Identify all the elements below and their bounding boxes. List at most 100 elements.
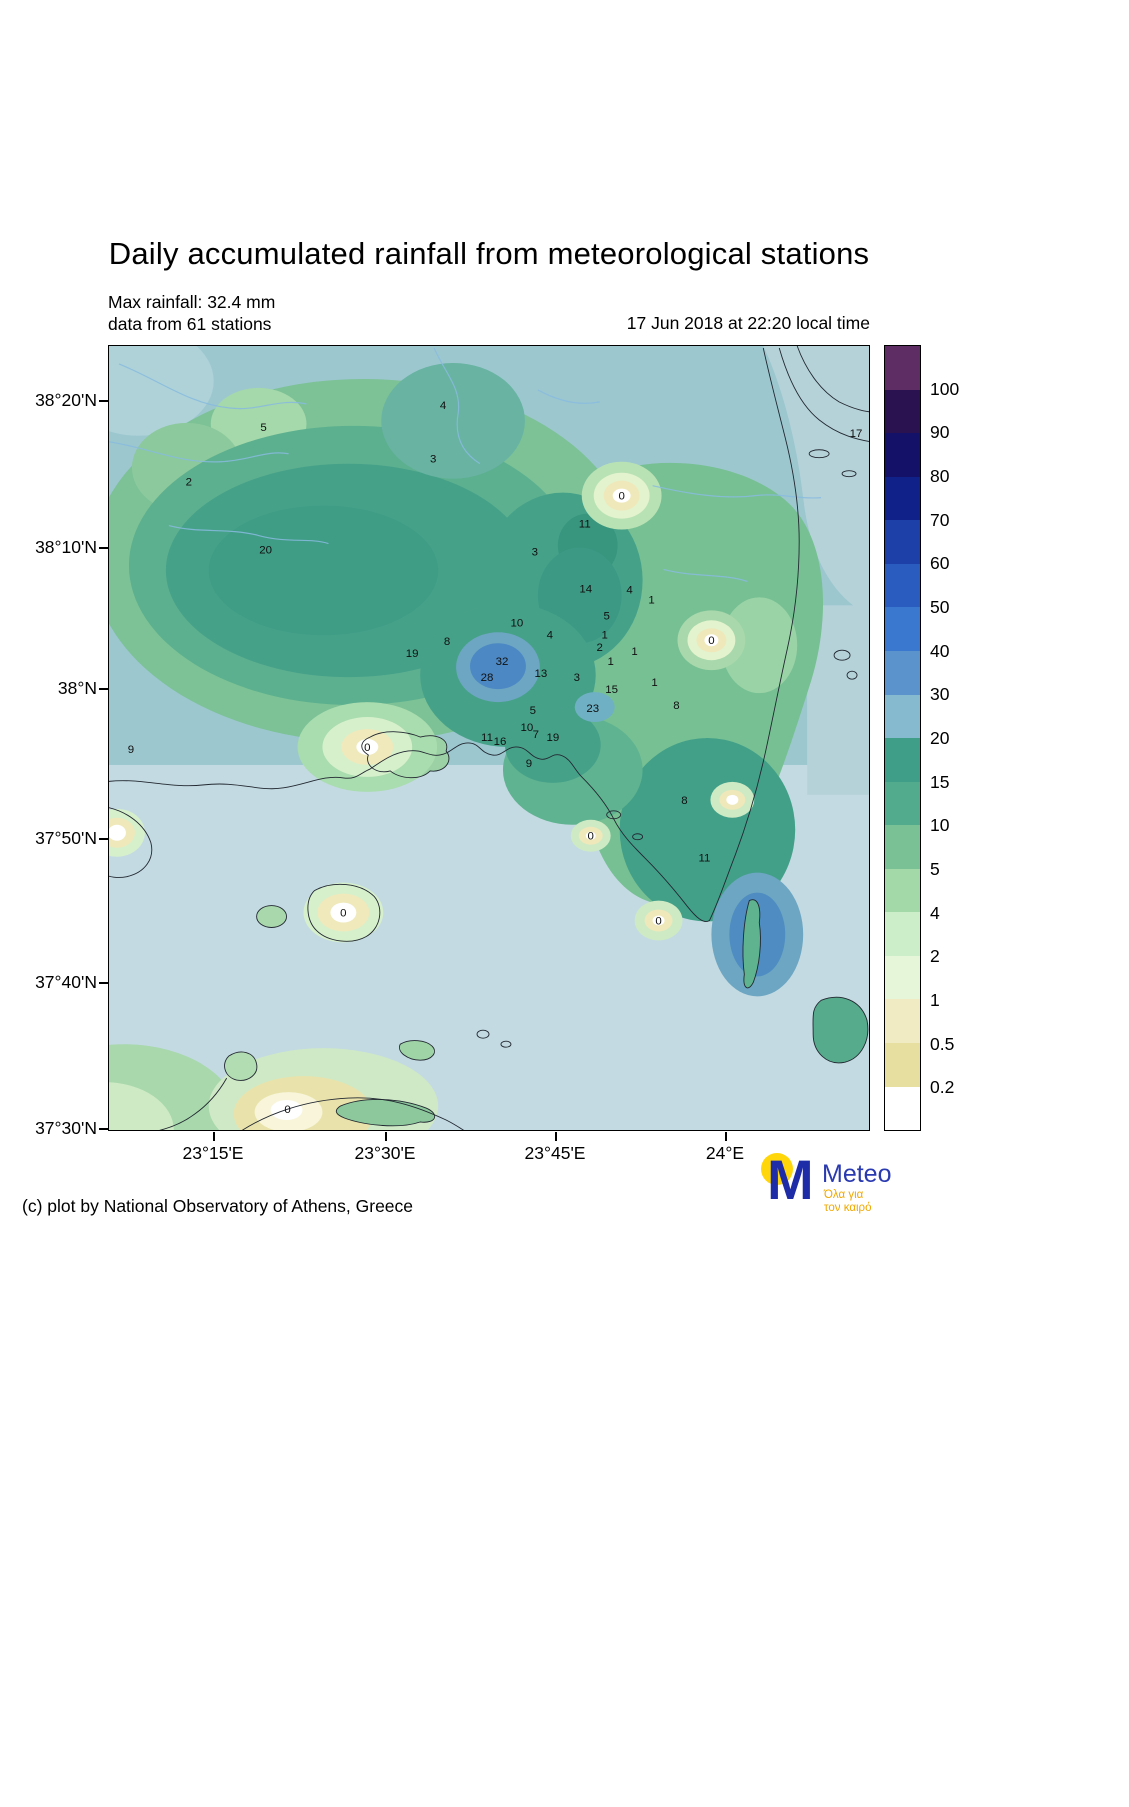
station-rainfall-value: 4 (626, 584, 633, 596)
station-rainfall-value: 8 (444, 636, 450, 648)
latitude-tick-mark (99, 688, 108, 690)
colorbar-cell (885, 694, 920, 739)
longitude-tick-mark (385, 1132, 387, 1141)
colorbar-cell (885, 955, 920, 1000)
station-rainfall-value: 15 (605, 684, 618, 696)
station-rainfall-value: 5 (530, 705, 536, 717)
station-rainfall-value: 1 (602, 629, 608, 641)
station-rainfall-value: 32 (496, 656, 509, 668)
latitude-tick-mark (99, 838, 108, 840)
station-rainfall-value: 17 (850, 428, 863, 440)
station-rainfall-value: 8 (681, 795, 687, 807)
station-rainfall-value: 3 (430, 454, 436, 466)
longitude-tick-label: 23°45'E (524, 1143, 586, 1163)
colorbar-tick-label: 70 (930, 509, 950, 530)
station-rainfall-value: 14 (579, 583, 592, 595)
colorbar-cell (885, 868, 920, 913)
colorbar-tick-label: 80 (930, 466, 950, 486)
colorbar-tick-label: 4 (930, 902, 940, 923)
station-rainfall-value: 11 (579, 519, 591, 531)
colorbar-tick-label: 5 (930, 859, 940, 879)
colorbar-cell (885, 738, 920, 782)
colorbar-tick-label: 0.2 (930, 1077, 955, 1098)
station-rainfall-value: 9 (526, 758, 532, 770)
colorbar-cell (885, 563, 920, 608)
sun-icon (761, 1153, 793, 1185)
colorbar-cell (885, 346, 920, 390)
station-rainfall-value: 10 (511, 617, 524, 629)
station-rainfall-value: 3 (532, 546, 538, 558)
colorbar-tick-label: 60 (930, 553, 950, 574)
datetime-text: 17 Jun 2018 at 22:20 local time (626, 313, 870, 333)
rainfall-colorbar (884, 345, 921, 1131)
station-rainfall-value: 0 (340, 908, 346, 920)
latitude-tick-label: 37°30'N (35, 1118, 97, 1138)
colorbar-tick-label: 2 (930, 946, 940, 967)
station-rainfall-value: 1 (631, 646, 637, 658)
station-rainfall-value: 10 (521, 722, 534, 734)
station-rainfall-value: 20 (259, 544, 272, 556)
station-rainfall-value: 19 (546, 732, 559, 744)
latitude-tick-label: 38°20'N (35, 390, 97, 410)
colorbar-cell (885, 389, 920, 434)
colorbar-cell (885, 650, 920, 695)
coastline (109, 346, 869, 1130)
station-rainfall-value: 3 (574, 672, 580, 684)
colorbar-cell (885, 520, 920, 564)
station-rainfall-value: 11 (481, 732, 493, 744)
colorbar-cell (885, 476, 920, 521)
river-lines (109, 347, 822, 582)
colorbar-cell (885, 912, 920, 956)
station-rainfall-value: 0 (618, 491, 624, 503)
station-rainfall-value: 1 (607, 656, 613, 668)
colorbar-cell (885, 1086, 920, 1131)
station-rainfall-value: 7 (533, 729, 539, 741)
latitude-tick-mark (99, 400, 108, 402)
latitude-tick-mark (99, 547, 108, 549)
colorbar-cell (885, 999, 920, 1043)
colorbar-tick-label: 10 (930, 815, 950, 836)
colorbar-tick-label: 100 (930, 378, 960, 399)
page-title: Daily accumulated rainfall from meteorol… (108, 236, 870, 271)
colorbar-cell (885, 1043, 920, 1087)
station-rainfall-value: 5 (604, 610, 610, 622)
station-rainfall-value: 9 (128, 744, 134, 756)
station-rainfall-value: 16 (494, 736, 507, 748)
max-rainfall-text: Max rainfall: 32.4 mm (108, 292, 276, 312)
station-rainfall-value: 8 (673, 700, 679, 712)
colorbar-cell (885, 433, 920, 477)
longitude-tick-label: 23°30'E (354, 1143, 416, 1163)
station-rainfall-value: 1 (651, 677, 657, 689)
latitude-tick-label: 37°40'N (35, 972, 97, 992)
latitude-tick-label: 38°N (57, 678, 97, 698)
station-rainfall-value: 2 (186, 477, 192, 489)
station-rainfall-value: 0 (284, 1104, 290, 1116)
longitude-tick-mark (725, 1132, 727, 1141)
logo-m-icon: M (767, 1148, 814, 1211)
latitude-tick-label: 38°10'N (35, 537, 97, 557)
station-rainfall-value: 11 (698, 853, 710, 865)
logo-tagline-line2: τον καιρό (824, 1202, 871, 1214)
colorbar-tick-label: 15 (930, 771, 950, 792)
colorbar-tick-label: 0.5 (930, 1033, 955, 1054)
rainfall-contours (109, 346, 869, 1130)
station-rainfall-value: 28 (481, 672, 494, 684)
colorbar-tick-label: 90 (930, 422, 950, 443)
colorbar-cell (885, 825, 920, 869)
zero-rain-spots (109, 461, 755, 943)
colorbar-tick-label: 50 (930, 597, 950, 617)
colorbar-cell (885, 781, 920, 826)
station-rainfall-value: 19 (406, 648, 419, 660)
station-rainfall-value: 13 (534, 668, 547, 680)
station-rainfall-value: 4 (547, 629, 554, 641)
station-rainfall-value: 0 (364, 742, 370, 754)
map-subtitle: Max rainfall: 32.4 mm data from 61 stati… (108, 291, 275, 335)
station-rainfall-value: 4 (440, 400, 447, 412)
station-rainfall-value: 5 (260, 422, 266, 434)
latitude-tick-label: 37°50'N (35, 828, 97, 848)
colorbar-tick-label: 20 (930, 728, 950, 748)
map-plot-area: 4 5 17 3 2 0 11 20 3 14 4 1 5 10 4 1 0 8 2 1 19 32 1 13 28 3 1 15 8 5… (108, 345, 870, 1131)
